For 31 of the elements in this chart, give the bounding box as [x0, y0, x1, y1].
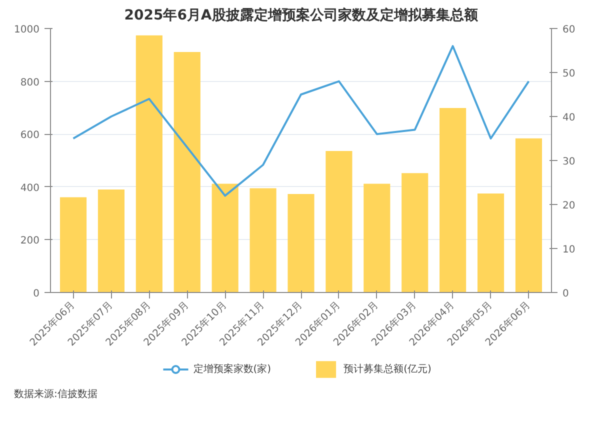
y-tick-label: 0 — [33, 288, 40, 300]
bar — [326, 150, 352, 292]
bar — [98, 190, 125, 292]
bar — [515, 138, 542, 292]
y-tick-label: 600 — [20, 130, 40, 142]
bar — [136, 35, 162, 292]
bar — [288, 194, 314, 292]
bar — [402, 173, 428, 292]
bar — [477, 194, 504, 292]
bar — [174, 52, 200, 292]
legend-label: 定增预案家数(家) — [193, 363, 272, 375]
bar — [212, 184, 238, 292]
y2-tick-label: 50 — [562, 68, 576, 80]
y2-tick-label: 40 — [562, 112, 576, 124]
y2-tick-label: 10 — [562, 244, 576, 256]
y-tick-label: 1000 — [14, 24, 40, 36]
bar — [364, 184, 390, 292]
source-note: 数据来源:信披数据 — [14, 388, 98, 402]
y2-tick-label: 20 — [562, 200, 576, 212]
legend-label: 预计募集总额(亿元) — [344, 363, 432, 375]
bar — [60, 197, 87, 292]
bar — [440, 108, 466, 292]
bar — [250, 188, 276, 292]
y-tick-label: 400 — [20, 182, 40, 194]
y2-tick-label: 60 — [562, 24, 576, 36]
y-tick-label: 200 — [20, 236, 40, 247]
y2-tick-label: 30 — [562, 156, 576, 168]
y2-tick-label: 0 — [562, 288, 569, 300]
chart-title: 2025年6月A股披露定增预案公司家数及定增拟募集总额 — [124, 6, 479, 24]
line-series — [72, 45, 530, 197]
y-tick-label: 800 — [20, 77, 40, 88]
